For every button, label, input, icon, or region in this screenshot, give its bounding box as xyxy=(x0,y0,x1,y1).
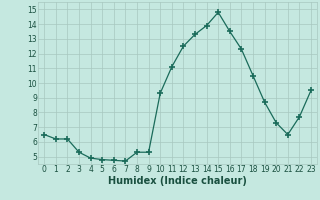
X-axis label: Humidex (Indice chaleur): Humidex (Indice chaleur) xyxy=(108,176,247,186)
